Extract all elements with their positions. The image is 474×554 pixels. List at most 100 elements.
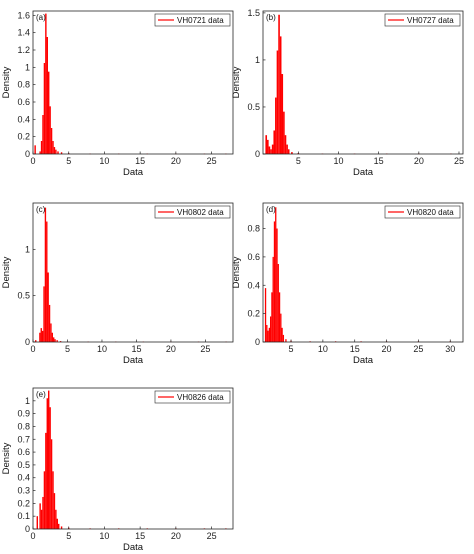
x-tick-label: 25 [200,344,210,354]
legend-box [384,205,461,219]
histogram-bar [40,509,43,529]
y-tick-label: 0 [255,149,260,159]
panel-label: (b) [266,13,276,22]
histogram-bar [60,526,63,529]
panel-label: (a) [36,13,46,22]
histogram-bar [265,135,268,154]
x-tick-label: 20 [414,156,424,166]
histogram-bar [267,330,269,342]
histogram-bar [45,432,47,529]
x-tick-label: 0 [30,531,35,541]
x-tick-label: 15 [374,156,384,166]
y-tick-label: 0.6 [17,447,30,457]
histogram-bar [57,151,59,154]
x-tick-label: 5 [66,156,71,166]
histogram-bar [275,97,277,154]
x-tick-label: 20 [171,531,181,541]
histogram-bar [52,141,54,154]
x-tick-label: 0 [30,156,35,166]
y-tick-label: 0.5 [247,102,260,112]
histogram-bar [278,14,280,155]
histogram-bar [46,221,48,342]
x-tick-label: 5 [289,344,294,354]
y-tick-label: 0.7 [17,434,30,444]
y-tick-label: 0.8 [17,421,30,431]
panel-label: (d) [266,205,276,214]
histogram-bar [58,523,60,529]
histogram-bar [34,145,36,154]
panel-label: (c) [36,205,46,214]
histogram-bar [53,147,56,154]
histogram-bar [283,111,285,154]
histogram-bar [286,144,288,154]
histogram-bar [50,323,52,342]
x-tick-label: 30 [445,344,455,354]
histogram-bar [272,256,274,342]
x-tick-label: 20 [382,344,392,354]
histogram-bar [40,141,43,154]
histogram-bar [278,292,281,342]
histogram-bar [56,518,58,529]
histogram-bar [268,146,271,154]
y-tick-label: 1.4 [17,28,30,38]
legend-entry: VH0802 data [177,208,224,217]
x-tick-label: 15 [135,156,145,166]
y-axis-label: Density [1,256,12,288]
y-tick-label: 0 [25,524,30,534]
histogram-bar [279,36,282,154]
histogram-bar [55,509,57,529]
y-tick-label: 1 [25,62,30,72]
histogram-bar [52,471,54,529]
y-tick-label: 0.5 [17,291,30,301]
histogram-bar [39,332,41,342]
y-tick-label: 0 [255,337,260,347]
x-tick-label: 10 [97,344,107,354]
chart-panel-2: 5 10 15 20 25 0 0.5 1 1.5 Data Density (b) VH0727 da… [231,8,464,178]
x-tick-label: 15 [350,344,360,354]
histogram-bar [276,50,279,155]
x-tick-label: 5 [296,156,301,166]
y-tick-label: 1 [25,244,30,254]
histogram-bar [46,37,48,154]
histogram-bar [49,106,51,154]
y-tick-label: 1.5 [247,8,260,18]
histogram-bar [45,13,47,154]
histogram-bar [285,339,287,342]
y-tick-label: 0.4 [17,114,30,124]
x-tick-label: 10 [333,156,343,166]
legend-entry: VH0826 data [177,393,224,402]
x-tick-label: 20 [171,156,181,166]
x-tick-label: 15 [131,344,141,354]
histogram-bar [36,516,38,529]
y-axis-label: Density [231,66,242,98]
histogram-bar [56,340,58,342]
histogram-bar [281,74,284,154]
panel-label: (e) [36,390,46,399]
x-axis-label: Data [353,355,374,366]
histogram-bar [48,304,51,342]
y-tick-label: 0.1 [17,511,30,521]
histogram-bar [39,151,41,154]
chart-panel-3: 0 5 10 15 20 25 0 0.5 1 Data Density (c) VH0802 data [1,202,234,366]
axes-frame [32,202,234,343]
legend-box [154,13,231,27]
x-tick-label: 5 [65,344,70,354]
histogram-bar [42,496,44,529]
x-tick-label: 15 [135,531,145,541]
x-tick-label: 25 [413,344,423,354]
histogram-bar [282,334,285,342]
histogram-bar [264,288,267,342]
histogram-bar [291,152,293,154]
histogram-bar [48,71,50,154]
histogram-bar [267,139,269,154]
x-tick-label: 20 [166,344,176,354]
histogram-bar [51,332,53,342]
y-tick-label: 0.5 [17,460,30,470]
axes-frame [262,10,464,155]
axes-frame [32,387,234,530]
x-tick-label: 25 [207,156,217,166]
legend-box [384,13,461,27]
y-axis-label: Density [1,66,12,98]
histogram-bar [40,328,42,342]
